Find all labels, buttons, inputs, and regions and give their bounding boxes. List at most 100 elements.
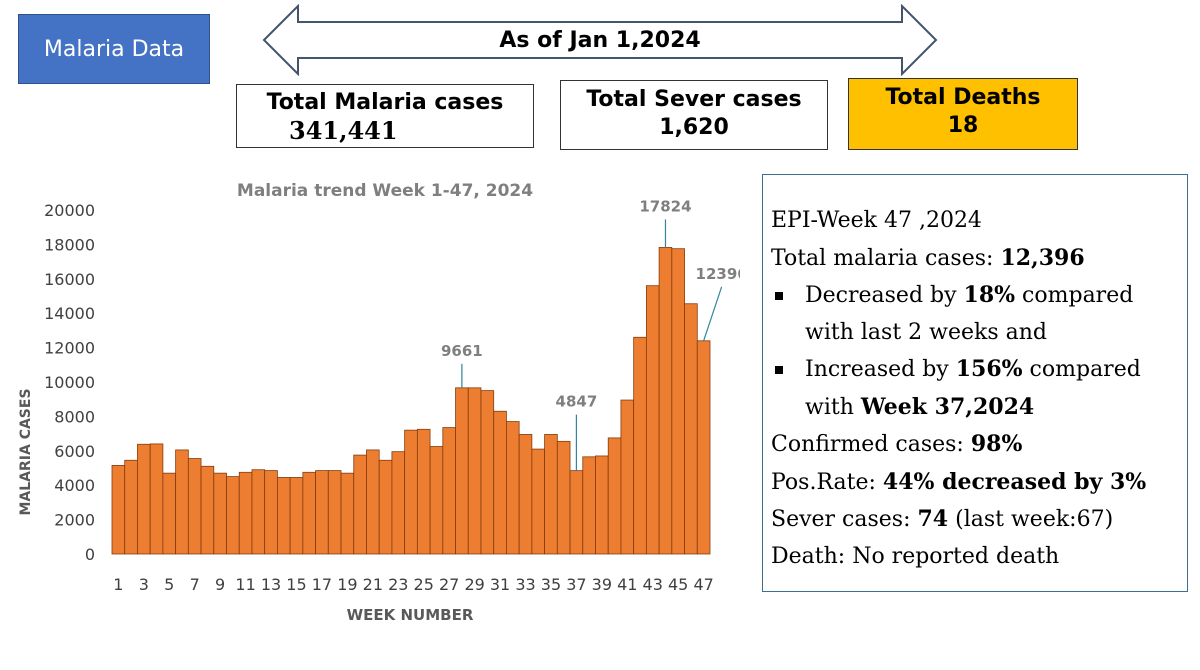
bar-week-24 <box>404 429 418 555</box>
chart-title: Malaria trend Week 1-47, 2024 <box>237 181 533 201</box>
bar-week-31 <box>493 410 507 555</box>
bar-week-29 <box>467 387 482 555</box>
bar-week-25 <box>416 428 431 555</box>
bar-week-19 <box>340 472 355 555</box>
y-tick-label: 4000 <box>54 476 95 495</box>
bar-week-39 <box>595 455 609 555</box>
malaria-trend-chart: Malaria trend Week 1-47, 2024 MALARIA CA… <box>0 170 748 670</box>
bar-week-32 <box>506 421 520 555</box>
y-tick-label: 18000 <box>44 235 95 254</box>
chart-ylabel: MALARIA CASES <box>18 388 34 515</box>
x-tick-label: 43 <box>643 575 663 594</box>
bar-week-4 <box>149 443 164 555</box>
bar-week-15 <box>289 477 304 555</box>
total-cases-box: Total Malaria cases 341,441 <box>236 84 534 148</box>
deaths: Death: No reported death <box>771 543 1060 569</box>
x-tick-label: 11 <box>235 575 255 594</box>
bar-week-17 <box>315 470 329 555</box>
bar-week-6 <box>175 449 189 555</box>
bar-week-12 <box>251 469 266 555</box>
x-tick-label: 15 <box>286 575 306 594</box>
bar-week-46 <box>684 303 698 555</box>
total-severe-label: Total Sever cases <box>586 87 802 112</box>
x-tick-label: 39 <box>592 575 612 594</box>
x-tick-label: 35 <box>541 575 561 594</box>
bar-week-20 <box>353 454 367 555</box>
y-tick-label: 20000 <box>44 201 95 220</box>
bar-week-47 <box>696 340 711 555</box>
x-tick-label: 23 <box>388 575 408 594</box>
bar-week-34 <box>531 448 545 555</box>
x-tick-label: 3 <box>139 575 149 594</box>
bar-week-44 <box>658 247 673 555</box>
bar-week-38 <box>582 456 596 555</box>
summary-panel: EPI-Week 47 ,2024 Total malaria cases: 1… <box>762 174 1188 592</box>
bar-week-1 <box>111 465 126 555</box>
total-cases-label: Total Malaria cases <box>266 90 504 115</box>
x-tick-label: 47 <box>693 575 713 594</box>
bar-week-28 <box>455 387 469 555</box>
bar-week-33 <box>518 434 533 555</box>
total-deaths-value: 18 <box>947 113 979 138</box>
x-tick-label: 17 <box>312 575 332 594</box>
data-label-week-47: 12396 <box>696 265 740 283</box>
y-tick-label: 0 <box>85 545 95 564</box>
epi-week: EPI-Week 47 ,2024 <box>771 208 982 233</box>
y-tick-label: 2000 <box>54 511 95 530</box>
y-tick-label: 14000 <box>44 304 95 323</box>
increase-bullet-cont: with Week 37,2024 <box>805 393 1035 420</box>
total-cases-value: 341,441 <box>289 116 398 145</box>
page-title-badge: Malaria Data <box>18 14 210 84</box>
bar-week-18 <box>327 470 342 555</box>
x-tick-label: 29 <box>464 575 484 594</box>
bar-week-11 <box>238 471 253 555</box>
y-tick-label: 10000 <box>44 373 95 392</box>
positivity-rate: Pos.Rate: 44% decreased by 3% <box>771 468 1147 495</box>
bar-week-2 <box>124 459 138 555</box>
total-severe-box: Total Sever cases 1,620 <box>560 80 828 150</box>
bar-week-7 <box>187 458 202 555</box>
x-tick-label: 13 <box>261 575 281 594</box>
bar-week-43 <box>645 285 660 555</box>
bar-week-22 <box>378 459 393 555</box>
bar-week-3 <box>137 443 151 555</box>
x-tick-label: 45 <box>668 575 688 594</box>
data-label-week-37: 4847 <box>556 393 598 411</box>
x-tick-label: 1 <box>113 575 123 594</box>
x-tick-label: 5 <box>164 575 174 594</box>
total-deaths-label: Total Deaths <box>885 85 1041 110</box>
bar-week-16 <box>302 471 316 555</box>
confirmed-cases: Confirmed cases: 98% <box>771 431 1023 457</box>
increase-bullet: Increased by 156% compared <box>771 351 1187 389</box>
bar-week-30 <box>480 390 495 555</box>
double-arrow-icon <box>262 4 938 76</box>
bar-week-21 <box>366 449 380 555</box>
x-tick-label: 19 <box>337 575 357 594</box>
bar-week-37 <box>569 470 584 555</box>
bar-week-41 <box>620 399 635 555</box>
bar-week-23 <box>391 451 406 555</box>
total-deaths-box: Total Deaths 18 <box>848 78 1078 150</box>
bar-week-42 <box>633 336 647 555</box>
x-tick-label: 31 <box>490 575 510 594</box>
bullet-square-icon <box>775 366 783 374</box>
chart-svg: Malaria trend Week 1-47, 2024 MALARIA CA… <box>18 181 748 624</box>
y-tick-label: 6000 <box>54 442 95 461</box>
as-of-date: As of Jan 1,2024 <box>499 28 701 53</box>
bar-week-5 <box>162 472 177 555</box>
x-tick-label: 37 <box>566 575 586 594</box>
bar-week-36 <box>556 440 571 555</box>
decrease-bullet: Decreased by 18% compared <box>771 277 1187 315</box>
x-tick-label: 9 <box>215 575 225 594</box>
bar-week-13 <box>264 470 278 555</box>
x-tick-label: 7 <box>190 575 200 594</box>
bar-week-26 <box>429 446 444 555</box>
x-tick-label: 27 <box>439 575 459 594</box>
bar-week-8 <box>200 465 215 555</box>
bar-week-27 <box>442 427 456 555</box>
x-tick-label: 21 <box>363 575 383 594</box>
chart-xlabel: WEEK NUMBER <box>347 606 474 624</box>
x-tick-label: 25 <box>414 575 434 594</box>
x-tick-label: 41 <box>617 575 637 594</box>
annotation-leader <box>703 286 723 341</box>
